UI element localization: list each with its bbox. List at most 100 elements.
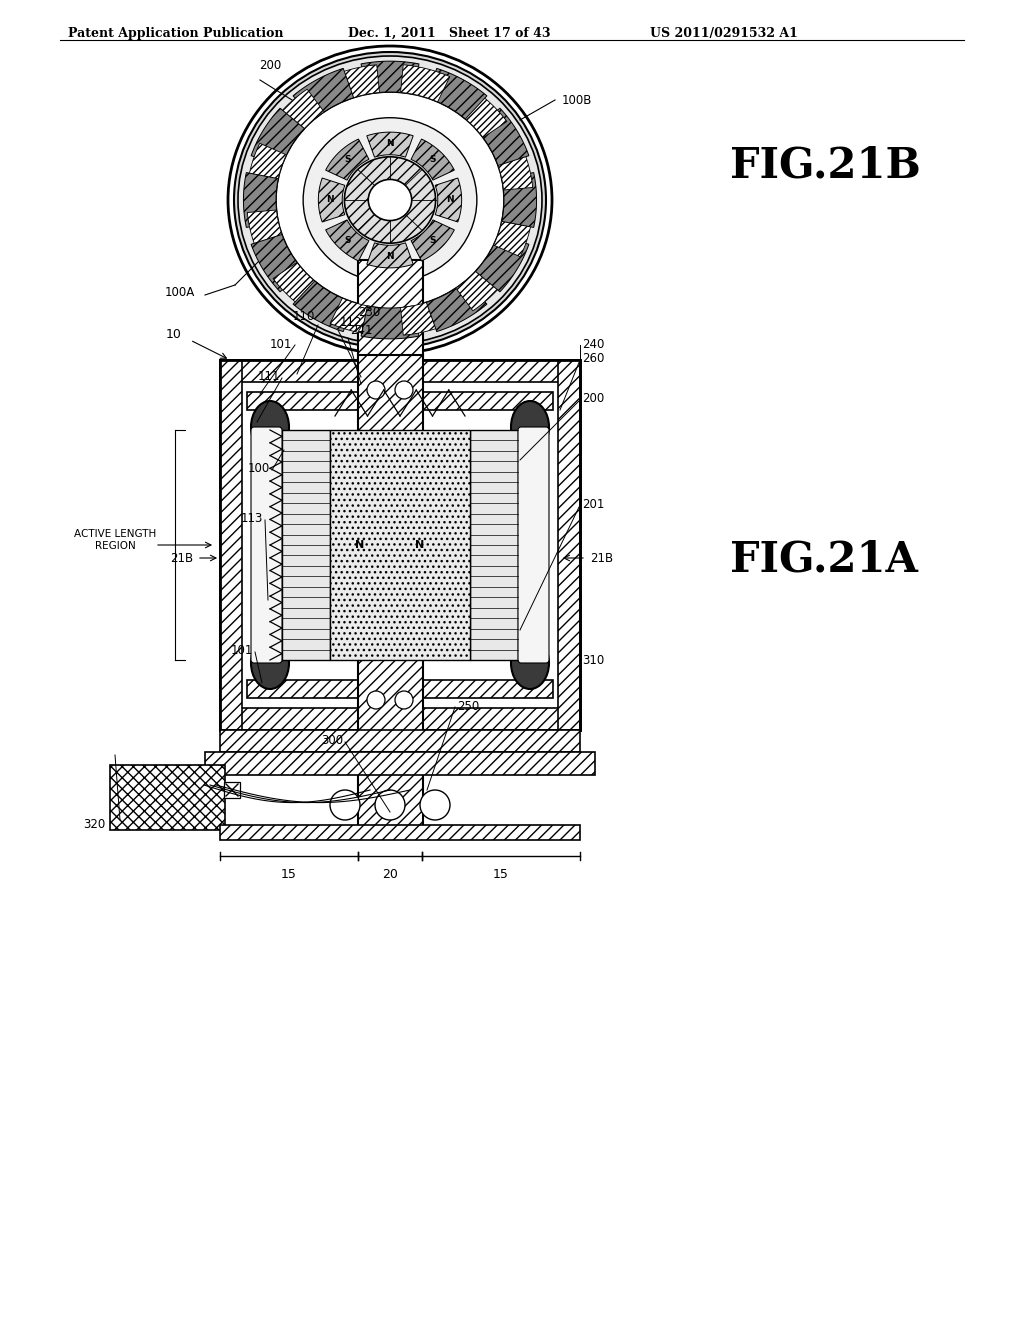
Text: 320: 320 — [83, 818, 105, 832]
Polygon shape — [400, 65, 450, 102]
Ellipse shape — [238, 55, 542, 345]
Text: N: N — [445, 195, 454, 205]
Bar — [220, 360, 580, 381]
Ellipse shape — [234, 51, 546, 348]
Ellipse shape — [369, 180, 412, 220]
Text: 200: 200 — [582, 392, 604, 405]
Bar — [205, 752, 595, 775]
Text: Patent Application Publication: Patent Application Publication — [68, 26, 284, 40]
Text: 20: 20 — [382, 869, 398, 880]
Polygon shape — [456, 263, 507, 310]
Bar — [220, 360, 580, 730]
Polygon shape — [293, 281, 353, 331]
Text: 100: 100 — [248, 462, 270, 475]
Text: 300: 300 — [321, 734, 343, 747]
Polygon shape — [273, 263, 325, 310]
Ellipse shape — [242, 59, 538, 341]
Polygon shape — [248, 144, 287, 190]
Bar — [470, 430, 518, 660]
Bar — [358, 355, 423, 735]
Bar — [220, 360, 242, 730]
Text: 101: 101 — [269, 338, 292, 351]
Polygon shape — [456, 90, 507, 137]
Polygon shape — [330, 298, 380, 335]
Text: S: S — [344, 235, 351, 244]
Polygon shape — [494, 144, 532, 190]
Polygon shape — [273, 90, 325, 137]
Bar — [358, 752, 423, 832]
Polygon shape — [435, 178, 462, 222]
Circle shape — [375, 789, 406, 820]
Ellipse shape — [251, 638, 289, 689]
Ellipse shape — [276, 92, 504, 308]
Ellipse shape — [251, 401, 289, 453]
Ellipse shape — [228, 46, 552, 354]
Bar — [224, 781, 240, 799]
Text: S: S — [344, 156, 351, 165]
Text: 100A: 100A — [165, 285, 195, 298]
Text: S: S — [429, 156, 435, 165]
Polygon shape — [244, 173, 279, 227]
Text: 110: 110 — [293, 310, 315, 323]
Circle shape — [330, 789, 360, 820]
Polygon shape — [318, 178, 345, 222]
Text: 111: 111 — [257, 371, 280, 384]
Text: N: N — [386, 252, 394, 261]
FancyBboxPatch shape — [251, 426, 282, 663]
Circle shape — [367, 690, 385, 709]
Circle shape — [395, 690, 413, 709]
Bar — [110, 766, 225, 830]
Bar — [220, 708, 580, 730]
Bar — [247, 392, 553, 411]
Polygon shape — [367, 243, 414, 268]
Polygon shape — [502, 173, 537, 227]
Text: 260: 260 — [582, 352, 604, 366]
Polygon shape — [361, 306, 419, 339]
Polygon shape — [400, 298, 450, 335]
Text: 241: 241 — [350, 323, 373, 337]
Polygon shape — [326, 139, 369, 180]
Polygon shape — [475, 108, 529, 165]
Polygon shape — [494, 210, 532, 256]
Polygon shape — [426, 69, 487, 119]
Ellipse shape — [344, 157, 435, 243]
Text: 100B: 100B — [562, 94, 592, 107]
Polygon shape — [330, 65, 380, 102]
Text: 101: 101 — [230, 644, 253, 657]
Ellipse shape — [303, 117, 477, 282]
Polygon shape — [475, 235, 529, 292]
Text: 230: 230 — [358, 306, 380, 319]
FancyBboxPatch shape — [518, 426, 549, 663]
Polygon shape — [293, 69, 353, 119]
Bar — [220, 825, 580, 840]
Bar — [558, 360, 580, 730]
Ellipse shape — [276, 92, 504, 308]
Ellipse shape — [511, 638, 549, 689]
Bar — [358, 260, 423, 360]
Polygon shape — [251, 108, 304, 165]
Text: N: N — [416, 540, 425, 550]
Text: ACTIVE LENGTH
REGION: ACTIVE LENGTH REGION — [74, 529, 156, 550]
Text: 15: 15 — [281, 869, 297, 880]
Text: 112: 112 — [340, 315, 362, 329]
Polygon shape — [248, 210, 287, 256]
Polygon shape — [326, 220, 369, 261]
Bar — [220, 360, 580, 730]
Polygon shape — [411, 139, 455, 180]
Polygon shape — [251, 235, 304, 292]
Text: FIG.21A: FIG.21A — [730, 539, 918, 581]
Polygon shape — [367, 132, 414, 157]
Text: 310: 310 — [582, 655, 604, 668]
Polygon shape — [426, 281, 487, 331]
Text: 250: 250 — [457, 700, 479, 713]
Text: 240: 240 — [582, 338, 604, 351]
Text: 113: 113 — [241, 512, 263, 525]
Text: US 2011/0291532 A1: US 2011/0291532 A1 — [650, 26, 798, 40]
Text: 15: 15 — [494, 869, 509, 880]
Text: 10: 10 — [166, 329, 182, 342]
Text: N: N — [386, 139, 394, 148]
Bar — [247, 680, 553, 698]
Text: 201: 201 — [582, 498, 604, 511]
Text: 200: 200 — [259, 59, 282, 73]
Bar — [330, 430, 470, 660]
